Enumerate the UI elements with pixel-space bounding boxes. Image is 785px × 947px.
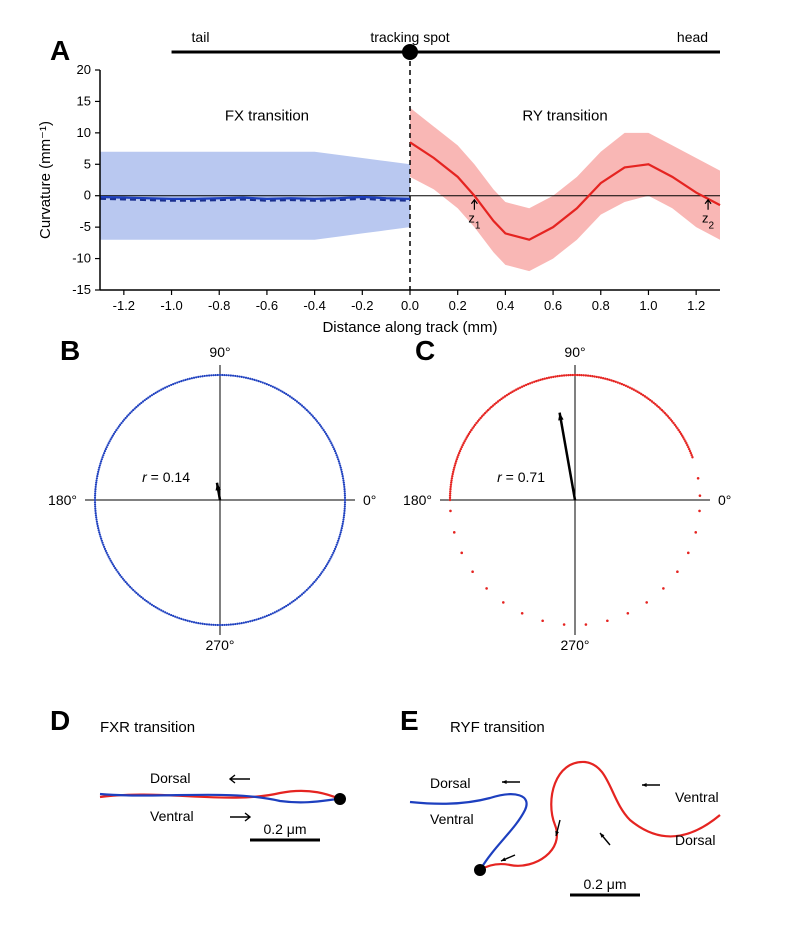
svg-text:D: D [50, 705, 70, 736]
svg-text:0.6: 0.6 [544, 298, 562, 313]
panel-c: C 0° 90° 180° 270° r = 0.71 [403, 335, 731, 653]
svg-text:Dorsal: Dorsal [675, 832, 715, 848]
figure-svg: Atail tracking spot head -15 -10 -5 0 5 10 15 20 -1… [20, 20, 765, 927]
svg-text:tail: tail [192, 29, 210, 45]
svg-text:FX transition: FX transition [225, 107, 309, 124]
svg-text:C: C [415, 335, 435, 366]
svg-text:10: 10 [77, 125, 91, 140]
svg-text:-10: -10 [72, 251, 91, 266]
svg-text:E: E [400, 705, 419, 736]
svg-text:RY transition: RY transition [522, 107, 607, 124]
svg-text:180°: 180° [48, 492, 77, 508]
svg-text:90°: 90° [209, 344, 230, 360]
svg-text:-1.2: -1.2 [113, 298, 135, 313]
svg-text:0.8: 0.8 [592, 298, 610, 313]
svg-text:15: 15 [77, 93, 91, 108]
svg-text:0.4: 0.4 [496, 298, 514, 313]
svg-text:Ventral: Ventral [675, 789, 719, 805]
figure-root: Atail tracking spot head -15 -10 -5 0 5 10 15 20 -1… [20, 20, 765, 927]
svg-text:0.2 μm: 0.2 μm [263, 821, 306, 837]
svg-text:-0.8: -0.8 [208, 298, 230, 313]
svg-text:1.0: 1.0 [639, 298, 657, 313]
svg-text:Ventral: Ventral [430, 811, 474, 827]
svg-text:0°: 0° [363, 492, 376, 508]
svg-text:tracking spot: tracking spot [370, 29, 449, 45]
panel-b: B 0° 90° 180° 270° r = 0.14 [48, 335, 376, 653]
svg-text:0.2: 0.2 [449, 298, 467, 313]
svg-text:Distance along track (mm): Distance along track (mm) [322, 319, 497, 336]
svg-text:1.2: 1.2 [687, 298, 705, 313]
svg-text:-0.2: -0.2 [351, 298, 373, 313]
svg-text:0.2 μm: 0.2 μm [583, 876, 626, 892]
svg-text:0: 0 [84, 188, 91, 203]
svg-text:B: B [60, 335, 80, 366]
svg-text:-1.0: -1.0 [160, 298, 182, 313]
svg-text:180°: 180° [403, 492, 432, 508]
svg-text:0°: 0° [718, 492, 731, 508]
svg-text:20: 20 [77, 62, 91, 77]
svg-text:-15: -15 [72, 282, 91, 297]
svg-text:FXR transition: FXR transition [100, 719, 195, 736]
panel-e: E RYF transition Dorsal Ventral Ventral Dorsa… [400, 705, 720, 895]
svg-text:-5: -5 [79, 219, 91, 234]
svg-text:270°: 270° [206, 637, 235, 653]
svg-text:Dorsal: Dorsal [430, 775, 470, 791]
svg-text:r = 0.14: r = 0.14 [142, 469, 190, 485]
svg-text:Curvature (mm⁻¹): Curvature (mm⁻¹) [37, 121, 54, 239]
svg-text:0.0: 0.0 [401, 298, 419, 313]
svg-text:270°: 270° [561, 637, 590, 653]
svg-text:A: A [50, 35, 70, 66]
svg-text:-0.4: -0.4 [303, 298, 325, 313]
svg-text:r = 0.71: r = 0.71 [497, 469, 545, 485]
svg-text:Ventral: Ventral [150, 808, 194, 824]
panel-a: Atail tracking spot head -15 -10 -5 0 5 10 15 20 -1… [37, 29, 720, 336]
svg-text:5: 5 [84, 156, 91, 171]
panel-d: D FXR transition Dorsal Ventral 0.2 μm [50, 705, 346, 840]
svg-text:RYF transition: RYF transition [450, 719, 545, 736]
svg-text:Dorsal: Dorsal [150, 770, 190, 786]
svg-text:-0.6: -0.6 [256, 298, 278, 313]
svg-text:90°: 90° [564, 344, 585, 360]
svg-text:head: head [677, 29, 708, 45]
